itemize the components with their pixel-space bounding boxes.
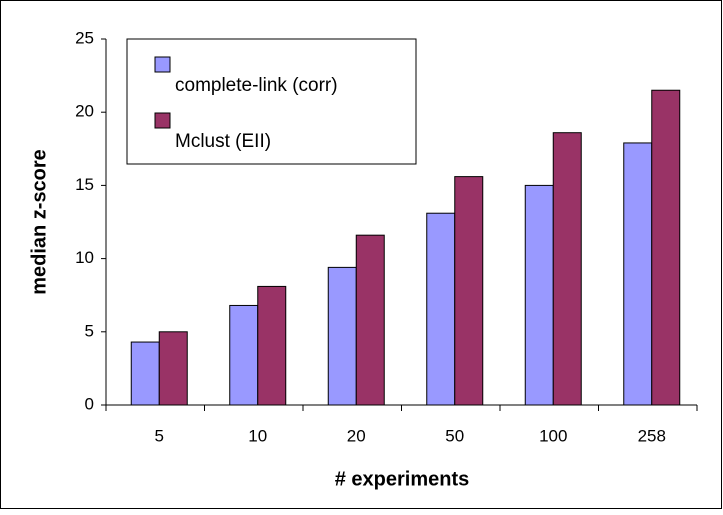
bar [327, 266, 357, 406]
y-tick-label: 15 [75, 175, 94, 194]
bar [158, 331, 188, 406]
legend-swatch [154, 112, 171, 129]
x-tick-label: 5 [155, 426, 164, 445]
y-tick-label: 20 [75, 102, 94, 121]
bar [524, 184, 554, 406]
y-tick-label: 10 [75, 248, 94, 267]
y-tick-label: 5 [85, 321, 94, 340]
legend-label: Mclust (EII) [175, 131, 271, 152]
bar [454, 176, 484, 406]
legend-swatch [154, 56, 171, 73]
bar [426, 212, 456, 406]
bar [651, 89, 681, 406]
legend-box [126, 38, 417, 165]
x-tick-label: 50 [445, 426, 464, 445]
bar [623, 142, 653, 406]
x-tick-label: 20 [347, 426, 366, 445]
bar [257, 285, 287, 406]
bar [355, 234, 385, 406]
x-tick-label: 100 [539, 426, 567, 445]
y-tick-label: 25 [75, 28, 94, 47]
x-tick-label: 258 [638, 426, 666, 445]
legend-label: complete-link (corr) [175, 75, 338, 96]
x-axis-title: # experiments [335, 468, 470, 490]
y-axis-title: median z-score [28, 149, 50, 295]
bar [552, 132, 582, 406]
y-tick-label: 0 [85, 394, 94, 413]
bar [229, 304, 259, 406]
x-tick-label: 10 [248, 426, 267, 445]
bar [130, 341, 160, 406]
